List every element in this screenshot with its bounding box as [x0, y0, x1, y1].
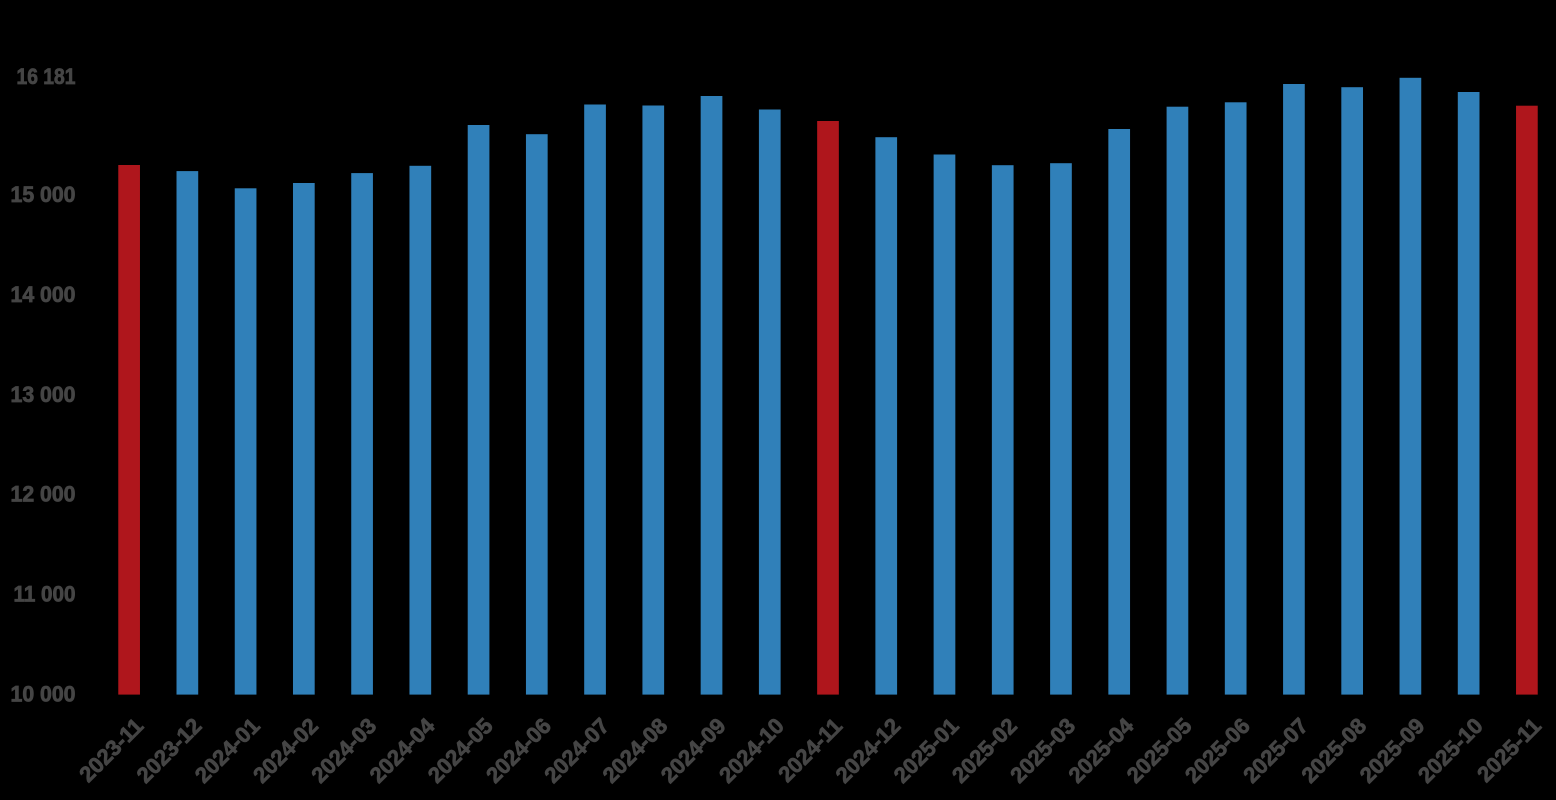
- svg-text:15 000: 15 000: [11, 182, 76, 207]
- svg-text:2024-10: 2024-10: [714, 713, 789, 788]
- svg-text:16 181: 16 181: [17, 64, 76, 89]
- svg-text:11 000: 11 000: [14, 582, 76, 607]
- svg-text:13 000: 13 000: [11, 382, 76, 407]
- svg-text:2025-10: 2025-10: [1413, 713, 1488, 788]
- svg-text:2025-11: 2025-11: [1472, 713, 1546, 787]
- svg-text:14 000: 14 000: [11, 282, 76, 307]
- svg-text:12 000: 12 000: [11, 482, 76, 507]
- svg-text:10 000: 10 000: [11, 682, 76, 707]
